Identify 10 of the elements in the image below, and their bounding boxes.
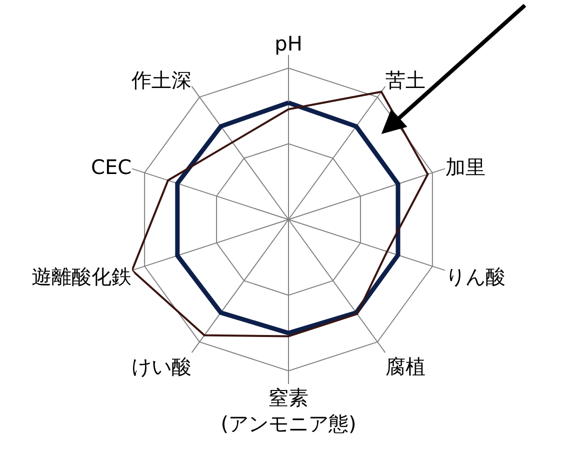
- spoke-label: CEC: [91, 154, 132, 179]
- spoke-label: 加里: [445, 154, 486, 179]
- spoke-label: pH: [274, 32, 302, 56]
- spoke-label: 腐植: [385, 354, 426, 378]
- spoke-label: 遊離酸化鉄: [32, 264, 132, 288]
- spoke-label: 作土深: [130, 68, 192, 92]
- spoke-label: 苦土: [385, 68, 426, 92]
- spoke-label: 窒素 (アンモニア態): [220, 386, 356, 436]
- spoke-label: りん酸: [445, 264, 506, 288]
- spoke-label: けい酸: [132, 354, 192, 378]
